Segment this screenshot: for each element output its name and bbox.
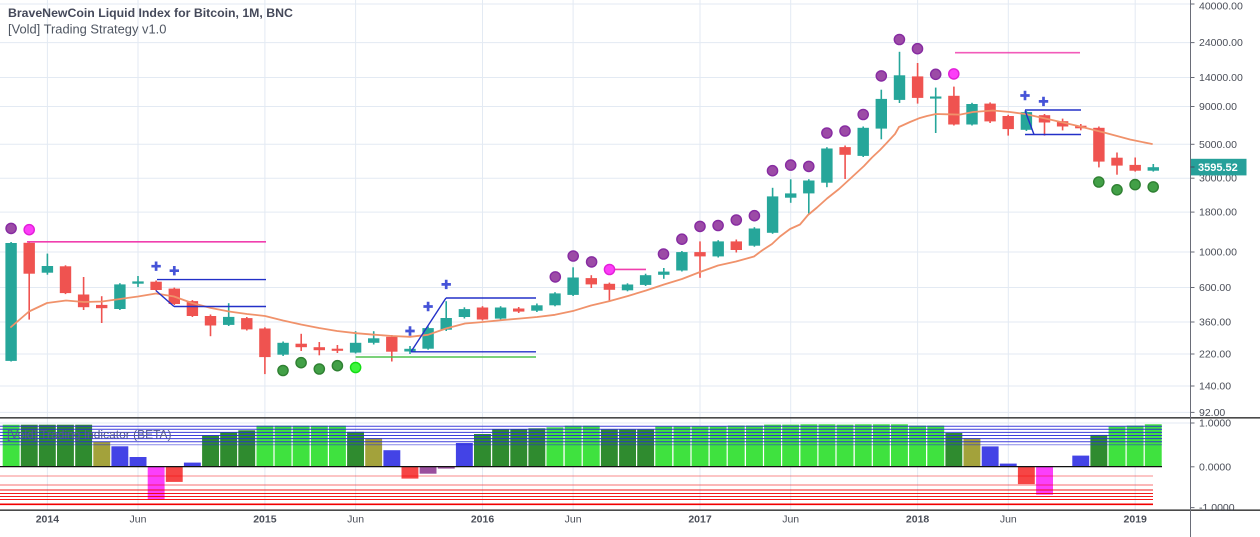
svg-text:BraveNewCoin Liquid Index for: BraveNewCoin Liquid Index for Bitcoin, 1… <box>8 6 293 20</box>
svg-text:2017: 2017 <box>688 514 712 526</box>
svg-text:600.00: 600.00 <box>1199 282 1231 294</box>
svg-text:360.00: 360.00 <box>1199 317 1231 329</box>
svg-text:5000.00: 5000.00 <box>1199 139 1237 151</box>
svg-text:40000.00: 40000.00 <box>1199 1 1243 13</box>
svg-text:2016: 2016 <box>471 514 495 526</box>
svg-text:Jun: Jun <box>1000 514 1017 526</box>
svg-text:3595.52: 3595.52 <box>1198 162 1238 174</box>
svg-text:92.00: 92.00 <box>1199 407 1225 419</box>
svg-text:1.0000: 1.0000 <box>1199 418 1231 430</box>
svg-text:[Vold] Trading Indicator (BETA: [Vold] Trading Indicator (BETA) <box>7 428 172 442</box>
svg-text:0.0000: 0.0000 <box>1199 461 1231 473</box>
svg-text:14000.00: 14000.00 <box>1199 72 1243 84</box>
svg-text:2019: 2019 <box>1124 514 1148 526</box>
svg-text:1800.00: 1800.00 <box>1199 207 1237 219</box>
svg-text:2014: 2014 <box>36 514 60 526</box>
svg-text:Jun: Jun <box>782 514 799 526</box>
svg-text:1000.00: 1000.00 <box>1199 247 1237 259</box>
svg-text:3000.00: 3000.00 <box>1199 173 1237 185</box>
svg-text:-1.0000: -1.0000 <box>1199 502 1235 514</box>
svg-text:[Vold] Trading Strategy v1.0: [Vold] Trading Strategy v1.0 <box>8 22 166 37</box>
svg-text:140.00: 140.00 <box>1199 381 1231 393</box>
svg-text:9000.00: 9000.00 <box>1199 101 1237 113</box>
svg-text:Jun: Jun <box>347 514 364 526</box>
svg-text:Jun: Jun <box>130 514 147 526</box>
svg-text:2015: 2015 <box>253 514 277 526</box>
svg-text:24000.00: 24000.00 <box>1199 37 1243 49</box>
svg-text:2018: 2018 <box>906 514 930 526</box>
svg-text:220.00: 220.00 <box>1199 349 1231 361</box>
svg-text:Jun: Jun <box>565 514 582 526</box>
